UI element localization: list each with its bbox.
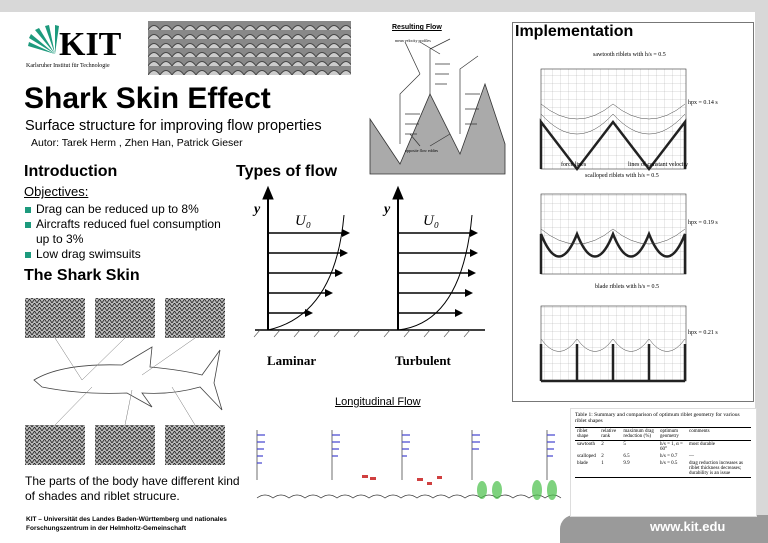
summary-table: riblet shape relative rank maximum drag re…: [575, 427, 751, 478]
figure-caption: sawtooth riblets with h/s = 0.5: [593, 52, 666, 58]
longitudinal-flow-figure: [256, 430, 562, 500]
table-caption: Table 1: Summary and comparison of optim…: [575, 412, 740, 424]
figure-label: lines of constant velocity: [628, 161, 688, 168]
riblet-figures: sawtooth riblets with h/s = 0.5 scallope…: [539, 52, 718, 383]
bullet: Aircrafts reduced fuel consumption up to…: [24, 217, 224, 247]
subtitle: Surface structure for improving flow pro…: [25, 118, 322, 134]
flow-label: Turbulent: [395, 353, 452, 368]
shark-caption: The parts of the body have different kin…: [25, 474, 240, 503]
figure-label: force lines: [561, 161, 587, 168]
cell: 1: [601, 461, 604, 466]
figure-label: opposite flow eddies: [405, 148, 439, 153]
border-strip: [755, 12, 768, 543]
skin-photo: [148, 21, 351, 75]
section-heading: The Shark Skin: [24, 267, 140, 284]
figure-caption: scalloped riblets with h/s = 0.5: [585, 173, 659, 179]
cell: —: [689, 454, 694, 459]
shark-figure: [25, 298, 225, 465]
flow-label: Laminar: [267, 353, 316, 368]
cell: 2: [601, 454, 604, 459]
bullet-list: Drag can be reduced up to 8% Aircrafts r…: [24, 202, 224, 262]
flow-types-diagram: y y U₀ U₀ Laminar Turbulent: [252, 185, 485, 368]
summary-table-panel: Table 1: Summary and comparison of optim…: [570, 408, 757, 517]
height-label: hpx = 0.21 s: [688, 330, 718, 336]
cell: most durable: [689, 442, 715, 447]
title: Shark Skin Effect: [24, 82, 271, 115]
bullet: Low drag swimsuits: [24, 247, 224, 262]
cell: drag reduction increases as riblet thick…: [689, 461, 744, 476]
height-label: hpx = 0.14 s: [688, 100, 718, 106]
cell: 5: [623, 442, 626, 447]
section-heading: Implementation: [515, 23, 634, 40]
figure-label: mean velocity profiles: [395, 38, 431, 43]
axis-label: y: [382, 202, 391, 217]
cell: h/s = 0.5: [660, 461, 678, 466]
footer-bar: [560, 515, 768, 543]
column-header: optimum geometry: [660, 429, 679, 439]
axis-label: y: [252, 202, 261, 217]
border-strip: [0, 0, 768, 12]
logo-subtitle: Karlsruher Institut für Technologie: [26, 62, 110, 69]
figure-caption: blade riblets with h/s = 0.5: [595, 284, 659, 290]
column-header: maximum drag reduction (%): [623, 429, 654, 439]
footer-institution: KIT – Universität des Landes Baden-Württ…: [26, 516, 227, 532]
section-heading: Types of flow: [236, 163, 338, 180]
column-header: comments: [689, 429, 710, 434]
cell: scalloped: [577, 454, 596, 459]
cell: blade: [577, 461, 588, 466]
cell: 9.9: [623, 461, 630, 466]
velocity-label: U₀: [423, 213, 439, 229]
cell: h/s = 0.7: [660, 454, 678, 459]
velocity-label: U₀: [295, 213, 311, 229]
longitudinal-flow-heading: Longitudinal Flow: [335, 396, 421, 408]
logo-text: KIT: [59, 26, 122, 63]
resulting-flow-figure: mean velocity profiles opposite flow edd…: [369, 38, 506, 175]
cell: h/s = 1, α = 60°: [660, 442, 683, 452]
cell: 6.5: [623, 454, 630, 459]
objectives-label: Objectives:: [24, 184, 89, 199]
column-header: riblet shape: [577, 429, 589, 439]
section-heading: Introduction: [24, 163, 118, 180]
implementation-box: [512, 22, 754, 402]
bullet: Drag can be reduced up to 8%: [24, 202, 224, 217]
cell: sawtooth: [577, 442, 596, 447]
height-label: hpx = 0.19 s: [688, 220, 718, 226]
logo: KIT Karlsruher Institut für Technologie: [26, 25, 122, 69]
footer-url: www.kit.edu: [650, 519, 726, 534]
cell: 2: [601, 442, 604, 447]
column-header: relative rank: [601, 429, 617, 439]
authors: Autor: Tarek Herm , Zhen Han, Patrick Gi…: [31, 137, 243, 149]
resulting-flow-heading: Resulting Flow: [392, 24, 442, 31]
